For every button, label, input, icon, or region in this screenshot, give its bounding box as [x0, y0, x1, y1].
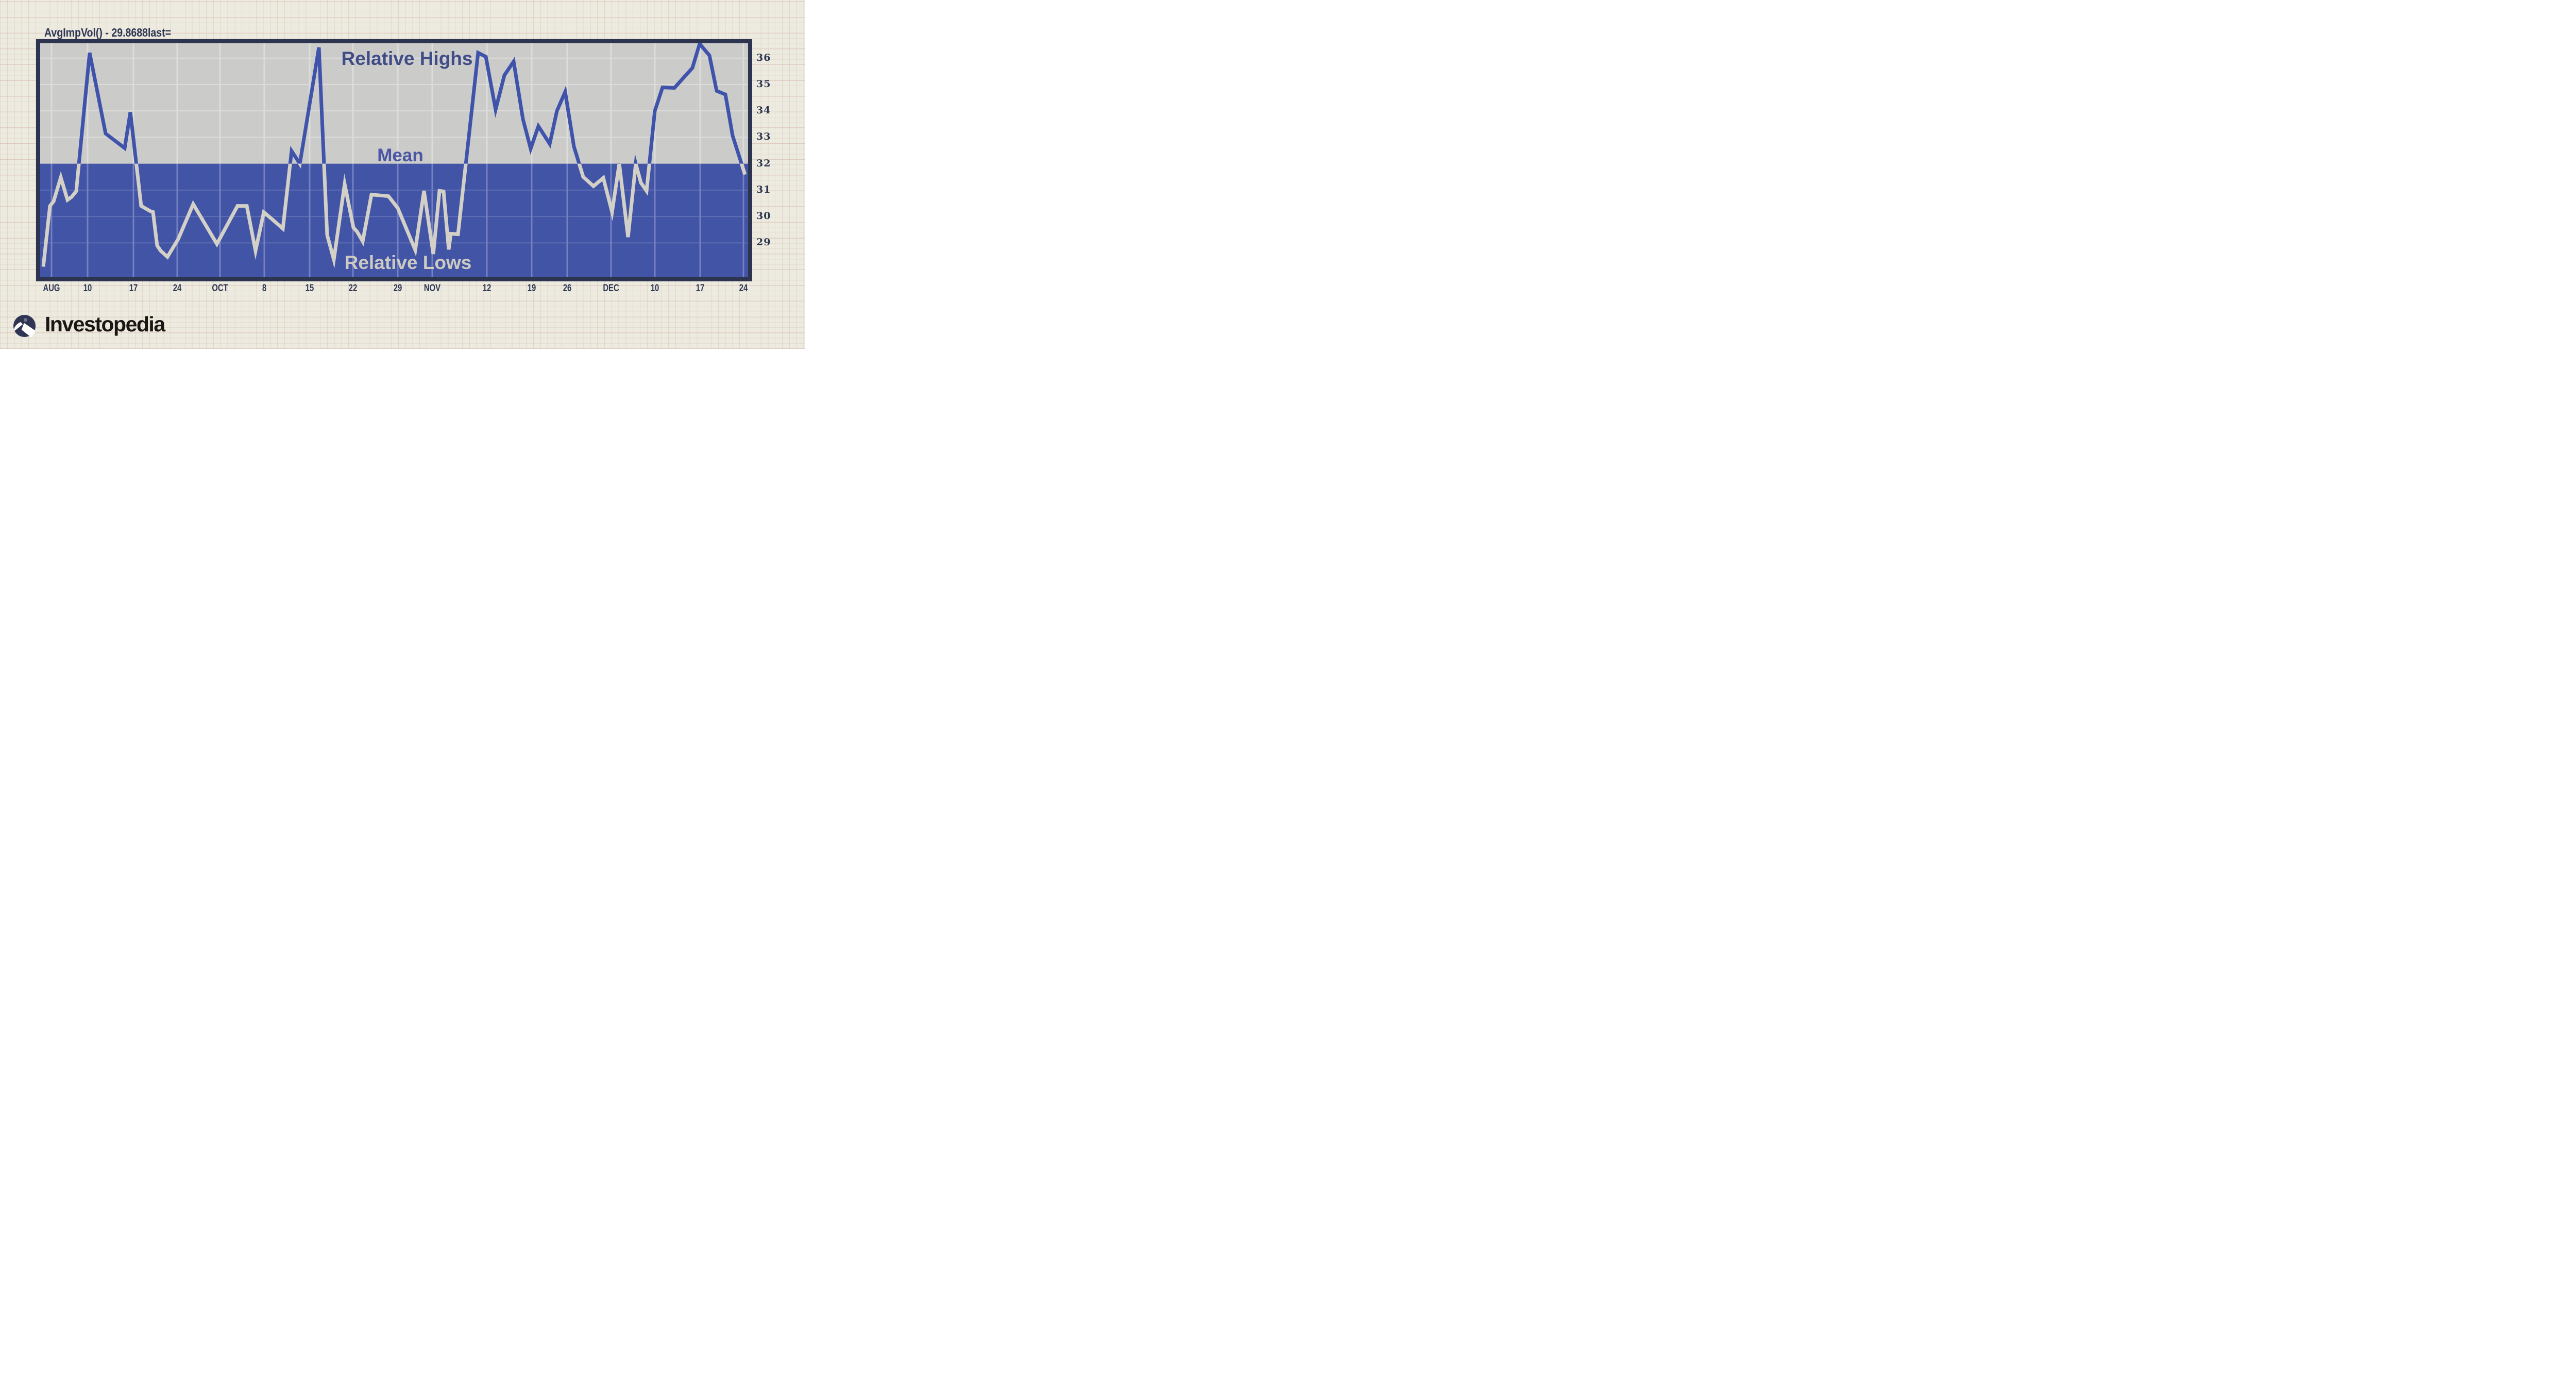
- x-tick-label: NOV: [423, 283, 441, 294]
- y-tick-label: 34: [756, 105, 771, 116]
- x-tick-label: DEC: [603, 283, 619, 294]
- investopedia-logo-icon: [13, 315, 36, 337]
- y-tick-label: 29: [756, 237, 771, 248]
- relative-lows-label: Relative Lows: [345, 252, 472, 273]
- investopedia-logo: Investopedia: [13, 312, 189, 341]
- y-tick-label: 30: [756, 210, 771, 222]
- investopedia-logo-text: Investopedia: [45, 312, 165, 336]
- x-tick-label: 8: [262, 283, 267, 294]
- x-tick-label: 24: [173, 283, 182, 294]
- volatility-line-chart: Relative Highs Mean Relative Lows: [40, 43, 748, 277]
- x-tick-label: AUG: [43, 283, 60, 294]
- x-tick-label: 10: [650, 283, 659, 294]
- x-tick-label: 29: [393, 283, 402, 294]
- relative-highs-label: Relative Highs: [342, 48, 473, 69]
- x-tick-label: OCT: [212, 283, 228, 294]
- x-tick-label: 12: [482, 283, 492, 294]
- chart-line-layer: [41, 43, 747, 268]
- x-tick-label: 17: [696, 283, 705, 294]
- x-tick-label: 24: [739, 283, 748, 294]
- y-tick-label: 36: [756, 52, 771, 63]
- plot-frame: Relative Highs Mean Relative Lows: [36, 39, 752, 281]
- x-tick-label: 17: [129, 283, 138, 294]
- x-tick-label: 10: [83, 283, 92, 294]
- y-tick-label: 35: [756, 78, 771, 90]
- chart-title: AvgImpVol() - 29.8688last=: [44, 26, 172, 39]
- y-tick-label: 32: [756, 157, 771, 169]
- page-background: AvgImpVol() - 29.8688last= Relative High…: [0, 0, 805, 349]
- relative-highs-region: [40, 43, 748, 164]
- y-tick-label: 31: [756, 183, 771, 195]
- x-tick-label: 15: [305, 283, 314, 294]
- avgimpvol-line-below-mean: [41, 163, 747, 268]
- x-tick-label: 19: [527, 283, 536, 294]
- x-tick-label: 22: [348, 283, 358, 294]
- x-tick-label: 26: [563, 283, 572, 294]
- mean-label: Mean: [377, 145, 423, 165]
- y-tick-label: 33: [756, 131, 771, 143]
